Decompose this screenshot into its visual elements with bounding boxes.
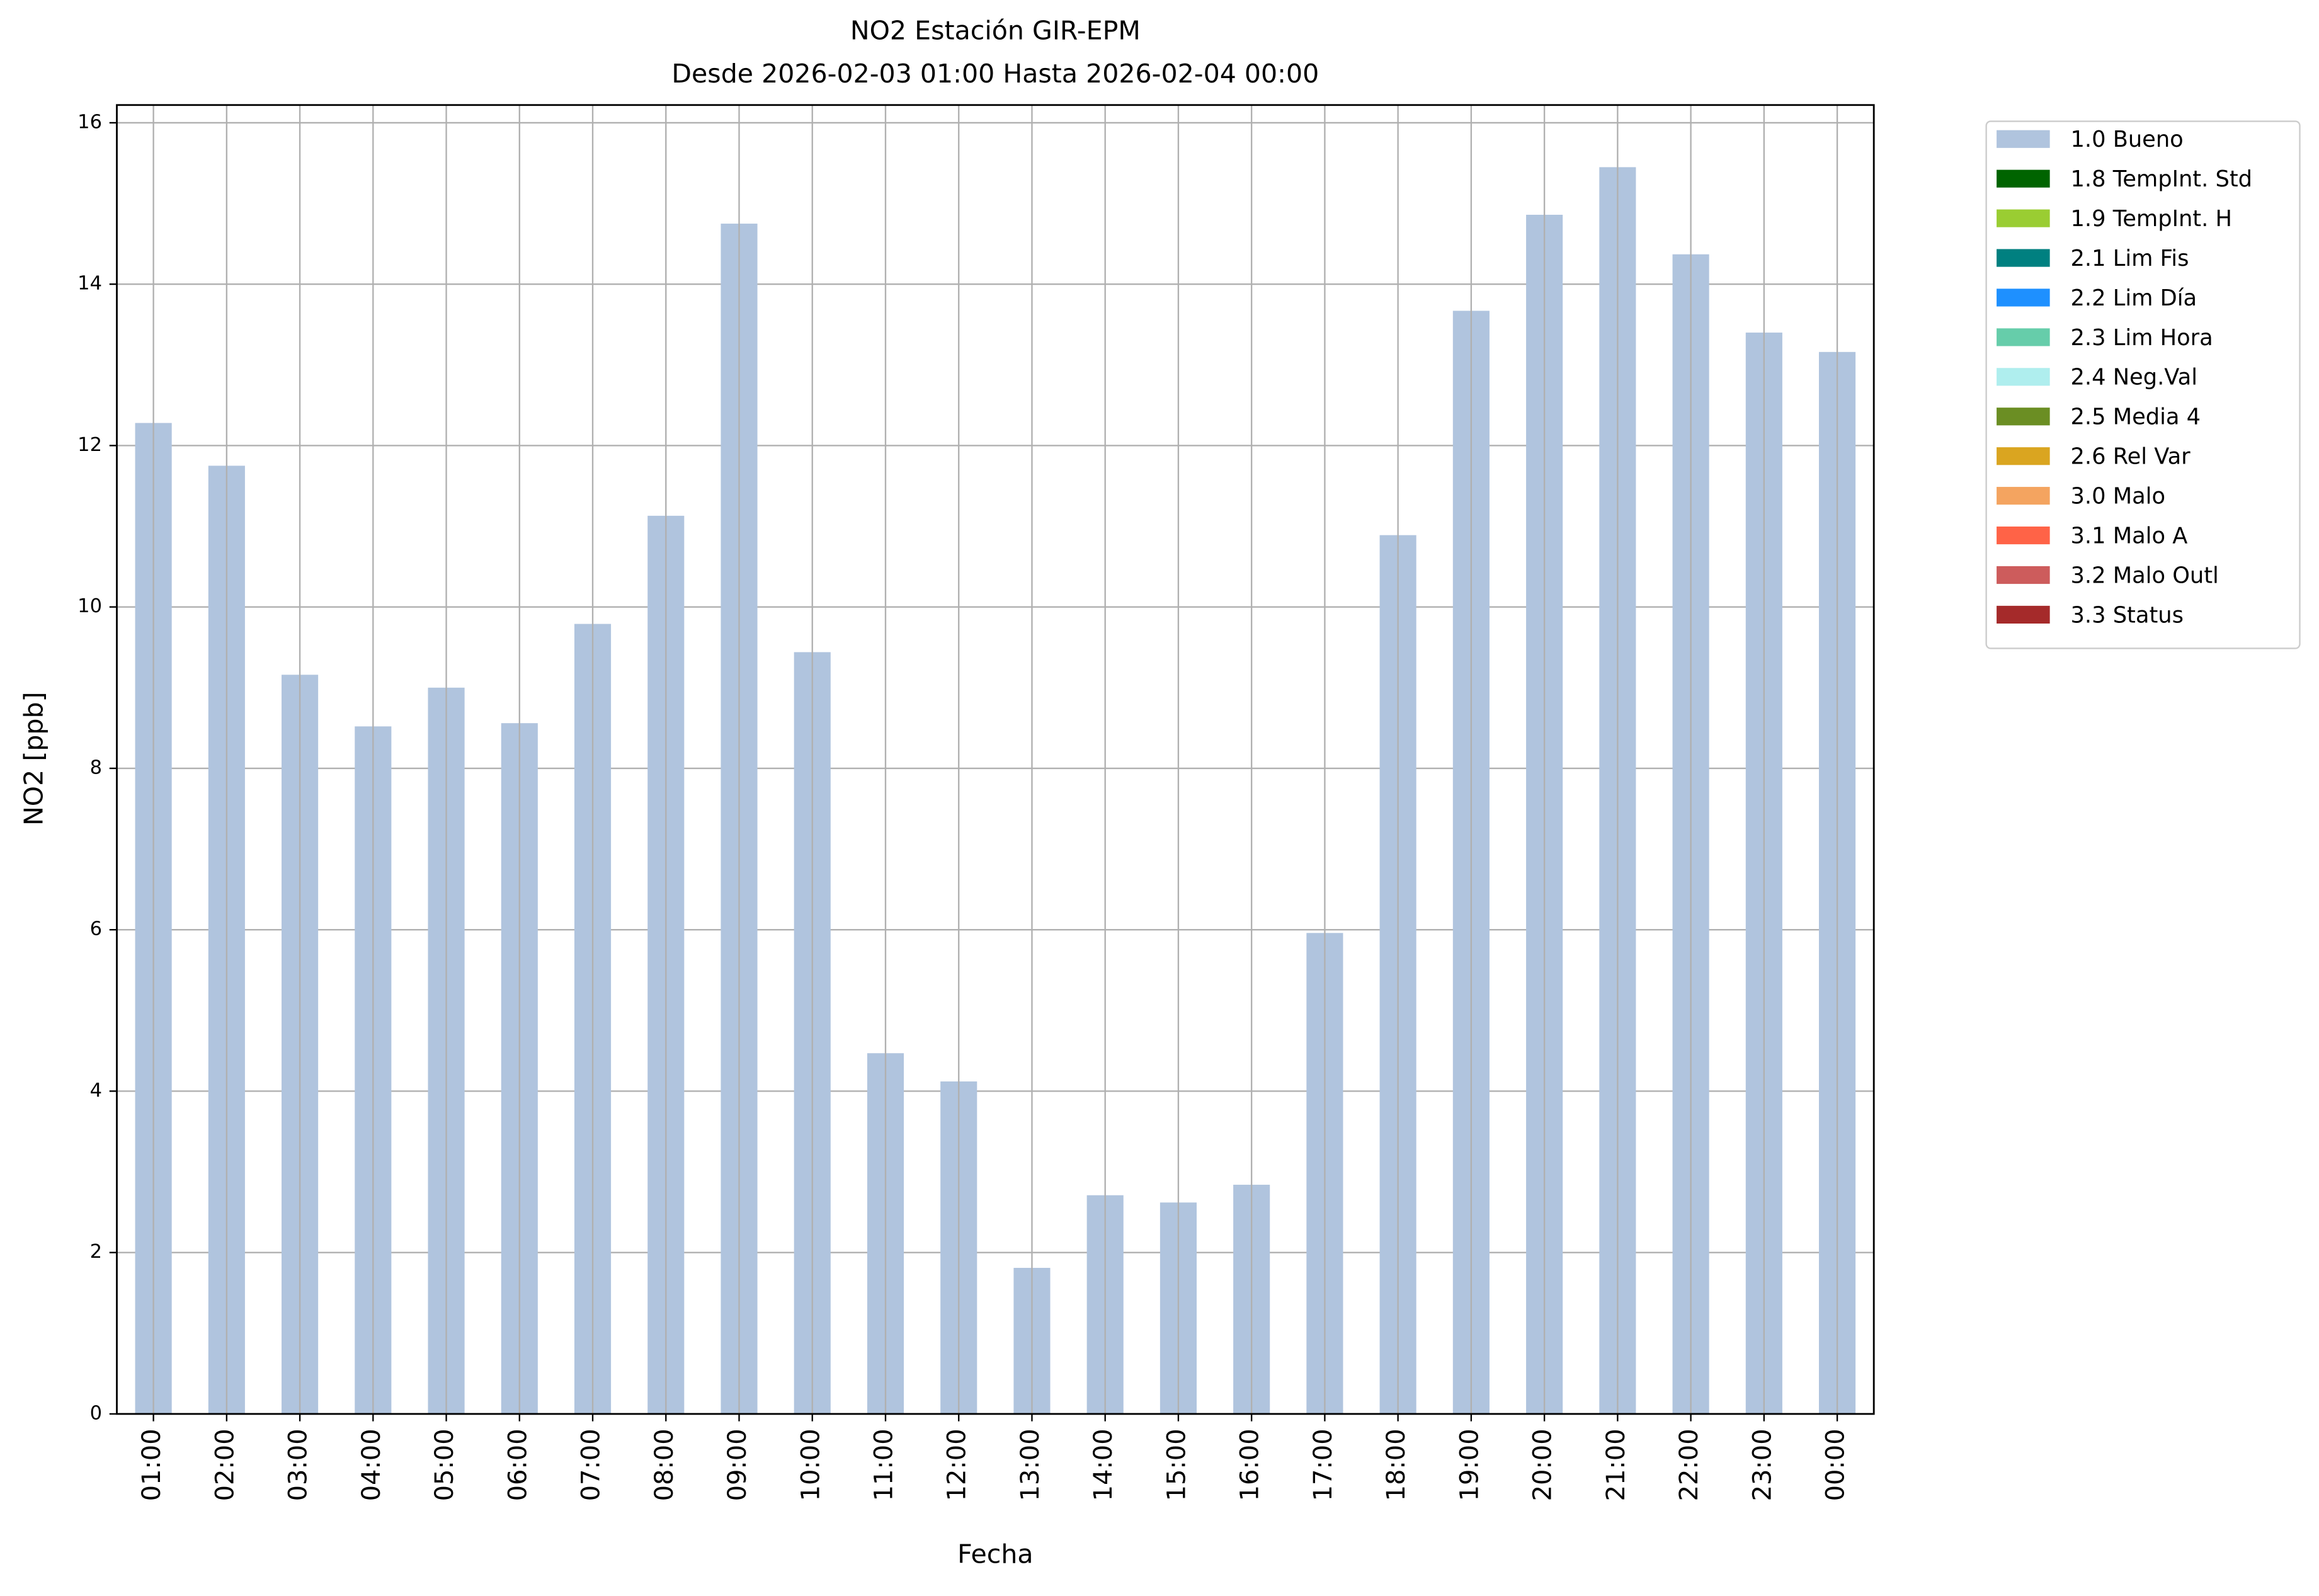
x-tick-label: 11:00 (869, 1428, 898, 1501)
legend-label: 3.2 Malo Outl (2071, 562, 2219, 588)
x-tick-label: 10:00 (796, 1428, 825, 1501)
x-tick-label: 23:00 (1748, 1428, 1777, 1501)
legend-swatch (1997, 566, 2050, 584)
legend-box (1985, 120, 2301, 649)
chart-subtitle: Desde 2026-02-03 01:00 Hasta 2026-02-04 … (671, 59, 1319, 89)
x-tick-label: 01:00 (137, 1428, 166, 1501)
legend-swatch (1997, 209, 2050, 227)
x-tick-label: 19:00 (1455, 1428, 1484, 1501)
x-tick-label: 15:00 (1162, 1428, 1191, 1501)
legend-swatch (1997, 288, 2050, 307)
x-tick-label: 05:00 (430, 1428, 459, 1501)
y-tick-label: 2 (90, 1241, 102, 1263)
legend-label: 2.1 Lim Fis (2071, 246, 2189, 271)
x-tick-label: 02:00 (210, 1428, 239, 1501)
legend-swatch (1997, 169, 2050, 188)
x-tick-label: 16:00 (1236, 1428, 1265, 1501)
x-tick-label: 00:00 (1821, 1428, 1850, 1501)
legend-swatch (1997, 605, 2050, 624)
legend-label: 2.4 Neg.Val (2071, 365, 2198, 390)
x-tick-label: 03:00 (284, 1428, 313, 1501)
x-tick-label: 17:00 (1309, 1428, 1338, 1501)
chart-title: NO2 Estación GIR-EPM (850, 16, 1141, 46)
y-tick-label: 16 (77, 111, 102, 133)
y-tick-label: 6 (90, 918, 102, 940)
plot-frame (116, 104, 1875, 1415)
x-tick-label: 20:00 (1529, 1428, 1558, 1501)
legend-label: 3.3 Status (2071, 602, 2184, 628)
legend-swatch (1997, 487, 2050, 505)
x-axis-label: Fecha (957, 1539, 1033, 1569)
legend-swatch (1997, 249, 2050, 267)
x-tick-label: 21:00 (1602, 1428, 1631, 1501)
x-tick-label: 06:00 (503, 1428, 532, 1501)
legend-swatch (1997, 328, 2050, 346)
legend-label: 3.0 Malo (2071, 483, 2166, 509)
x-tick-label: 09:00 (723, 1428, 752, 1501)
legend-swatch (1997, 447, 2050, 465)
legend-label: 3.1 Malo A (2071, 523, 2188, 549)
legend-label: 2.6 Rel Var (2071, 444, 2191, 470)
x-tick-label: 13:00 (1016, 1428, 1045, 1501)
legend-label: 1.0 Bueno (2071, 127, 2184, 152)
bars (135, 167, 1856, 1414)
x-tick-label: 22:00 (1675, 1428, 1704, 1501)
y-tick-label: 8 (90, 756, 102, 778)
x-tick-label: 04:00 (357, 1428, 386, 1501)
y-tick-label: 14 (77, 273, 102, 295)
x-grid (152, 105, 1838, 1414)
legend-label: 1.9 TempInt. H (2071, 206, 2232, 232)
y-axis-label: NO2 [ppb] (18, 692, 48, 826)
legend-label: 1.8 TempInt. Std (2071, 166, 2252, 192)
legend-label: 2.2 Lim Día (2071, 285, 2197, 311)
x-tick-label: 08:00 (650, 1428, 679, 1501)
x-tick-label: 18:00 (1382, 1428, 1411, 1501)
y-tick-label: 12 (77, 434, 102, 456)
x-tick-label: 14:00 (1089, 1428, 1118, 1501)
y-tick-label: 10 (77, 595, 102, 617)
legend-swatch (1997, 130, 2050, 148)
legend-label: 2.5 Media 4 (2071, 404, 2201, 430)
legend-swatch (1997, 526, 2050, 545)
x-tick-label: 07:00 (577, 1428, 606, 1501)
legend-label: 2.3 Lim Hora (2071, 325, 2213, 351)
legend-swatch (1997, 408, 2050, 426)
y-tick-label: 0 (90, 1402, 102, 1424)
x-tick-label: 12:00 (943, 1428, 972, 1501)
y-tick-label: 4 (90, 1080, 102, 1102)
legend-swatch (1997, 368, 2050, 386)
